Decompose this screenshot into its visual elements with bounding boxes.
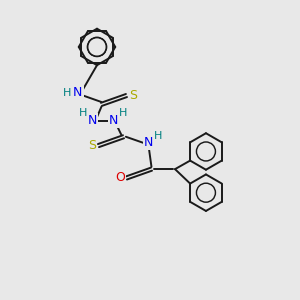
Text: N: N <box>73 86 83 99</box>
Text: H: H <box>62 88 71 98</box>
Text: S: S <box>88 139 96 152</box>
Text: S: S <box>129 89 137 102</box>
Text: N: N <box>109 114 118 127</box>
Text: H: H <box>79 108 87 118</box>
Text: H: H <box>154 131 162 141</box>
Text: N: N <box>88 114 97 127</box>
Text: O: O <box>115 172 125 184</box>
Text: N: N <box>144 136 153 148</box>
Text: H: H <box>119 108 127 118</box>
